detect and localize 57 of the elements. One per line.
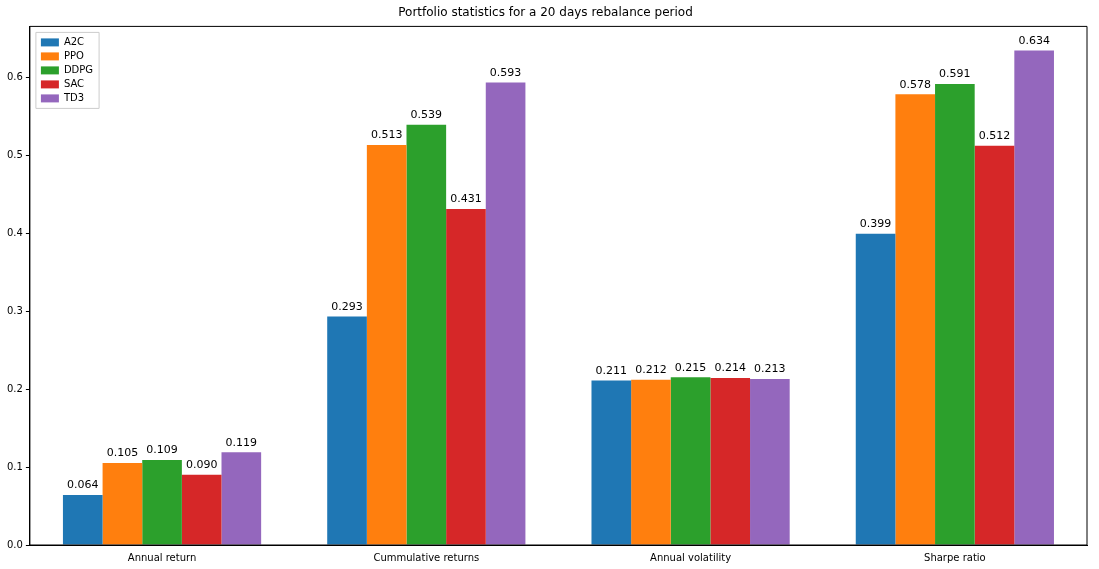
data-label: 0.634 [1018, 33, 1050, 47]
bar [142, 460, 182, 545]
data-label: 0.513 [370, 128, 403, 142]
data-label: 0.211 [595, 363, 628, 377]
legend-label: PPO [63, 49, 84, 61]
data-label: 0.105 [106, 446, 139, 460]
y-tick-label: 0.0 [7, 538, 23, 550]
bar [366, 144, 407, 545]
data-label: 0.064 [67, 478, 99, 492]
y-tick-label: 0.3 [7, 304, 23, 316]
data-label: 0.212 [635, 363, 667, 377]
y-tick-label: 0.1 [7, 460, 23, 472]
chart-title: Portfolio statistics for a 20 days rebalance period [398, 5, 693, 20]
y-tick-label: 0.6 [7, 70, 23, 82]
y-tick-label: 0.5 [7, 148, 23, 160]
bar [935, 84, 975, 545]
bar [221, 452, 262, 545]
bar [670, 377, 711, 545]
data-label: 0.214 [714, 361, 746, 375]
bar [895, 94, 936, 545]
bar [406, 124, 447, 545]
y-tick-label: 0.4 [7, 226, 23, 238]
legend-label: TD3 [62, 91, 85, 103]
bar [1014, 50, 1054, 545]
legend-label: A2C [63, 35, 85, 47]
data-label: 0.213 [754, 362, 786, 376]
x-tick-label: Annual volatility [650, 551, 732, 563]
bar [855, 233, 896, 545]
x-tick-label: Cummulative returns [373, 551, 480, 563]
data-label: 0.539 [410, 108, 443, 122]
legend-label: DDPG [63, 63, 94, 75]
legend-label: SAC [63, 77, 85, 89]
data-label: 0.109 [146, 443, 178, 457]
y-tick-label: 0.2 [7, 382, 23, 394]
data-label: 0.593 [489, 65, 522, 79]
data-label: 0.512 [978, 129, 1011, 143]
x-tick-label: Annual return [127, 551, 197, 563]
data-label: 0.578 [899, 77, 931, 91]
data-label: 0.119 [225, 435, 258, 449]
bar [446, 208, 486, 545]
data-label: 0.399 [859, 217, 892, 231]
bar [710, 378, 751, 545]
data-label: 0.293 [331, 299, 363, 313]
bar [327, 316, 367, 545]
bar [631, 379, 671, 545]
bar [485, 82, 526, 545]
bar [62, 495, 103, 545]
x-tick-label: Sharpe ratio [924, 551, 986, 563]
bar [591, 380, 632, 545]
bar [102, 463, 143, 545]
data-label: 0.090 [185, 458, 218, 472]
data-label: 0.591 [939, 67, 971, 81]
bar [750, 378, 790, 545]
data-label: 0.431 [450, 192, 482, 206]
bar [181, 474, 222, 545]
bar [974, 145, 1015, 545]
data-label: 0.215 [674, 360, 707, 374]
